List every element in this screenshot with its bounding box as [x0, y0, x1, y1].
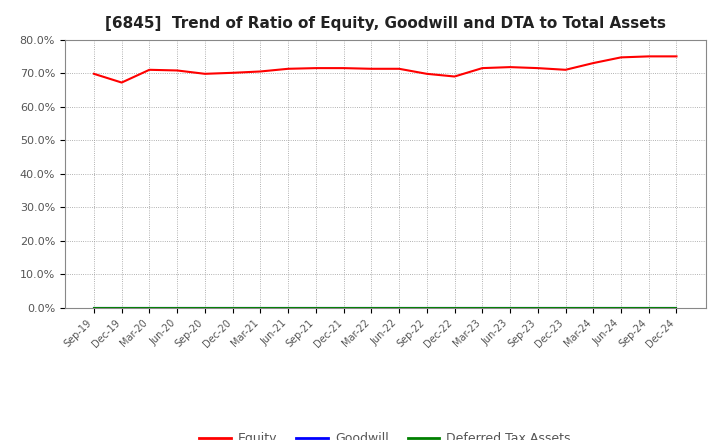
Goodwill	[256, 305, 265, 311]
Deferred Tax Assets	[395, 305, 403, 311]
Goodwill	[616, 305, 625, 311]
Equity	[423, 71, 431, 77]
Goodwill	[450, 305, 459, 311]
Goodwill	[478, 305, 487, 311]
Equity	[228, 70, 237, 75]
Equity	[561, 67, 570, 73]
Goodwill	[644, 305, 653, 311]
Deferred Tax Assets	[89, 305, 98, 311]
Equity	[256, 69, 265, 74]
Equity	[367, 66, 376, 71]
Equity	[478, 66, 487, 71]
Deferred Tax Assets	[173, 305, 181, 311]
Equity	[89, 71, 98, 77]
Goodwill	[228, 305, 237, 311]
Deferred Tax Assets	[672, 305, 681, 311]
Equity	[145, 67, 154, 73]
Deferred Tax Assets	[450, 305, 459, 311]
Deferred Tax Assets	[644, 305, 653, 311]
Equity	[339, 66, 348, 71]
Deferred Tax Assets	[201, 305, 210, 311]
Goodwill	[672, 305, 681, 311]
Title: [6845]  Trend of Ratio of Equity, Goodwill and DTA to Total Assets: [6845] Trend of Ratio of Equity, Goodwil…	[104, 16, 666, 32]
Goodwill	[505, 305, 514, 311]
Deferred Tax Assets	[256, 305, 265, 311]
Equity	[395, 66, 403, 71]
Deferred Tax Assets	[145, 305, 154, 311]
Goodwill	[339, 305, 348, 311]
Goodwill	[173, 305, 181, 311]
Deferred Tax Assets	[423, 305, 431, 311]
Equity	[589, 60, 598, 66]
Deferred Tax Assets	[312, 305, 320, 311]
Goodwill	[89, 305, 98, 311]
Goodwill	[423, 305, 431, 311]
Equity	[672, 54, 681, 59]
Deferred Tax Assets	[616, 305, 625, 311]
Deferred Tax Assets	[367, 305, 376, 311]
Deferred Tax Assets	[589, 305, 598, 311]
Equity	[450, 74, 459, 79]
Deferred Tax Assets	[505, 305, 514, 311]
Equity	[505, 65, 514, 70]
Deferred Tax Assets	[339, 305, 348, 311]
Equity	[284, 66, 292, 71]
Deferred Tax Assets	[478, 305, 487, 311]
Deferred Tax Assets	[228, 305, 237, 311]
Goodwill	[117, 305, 126, 311]
Goodwill	[367, 305, 376, 311]
Goodwill	[589, 305, 598, 311]
Legend: Equity, Goodwill, Deferred Tax Assets: Equity, Goodwill, Deferred Tax Assets	[194, 427, 576, 440]
Equity	[644, 54, 653, 59]
Line: Equity: Equity	[94, 56, 677, 83]
Equity	[312, 66, 320, 71]
Equity	[201, 71, 210, 77]
Goodwill	[534, 305, 542, 311]
Equity	[173, 68, 181, 73]
Deferred Tax Assets	[117, 305, 126, 311]
Goodwill	[145, 305, 154, 311]
Deferred Tax Assets	[561, 305, 570, 311]
Goodwill	[561, 305, 570, 311]
Equity	[616, 55, 625, 60]
Goodwill	[284, 305, 292, 311]
Equity	[534, 66, 542, 71]
Goodwill	[395, 305, 403, 311]
Goodwill	[312, 305, 320, 311]
Deferred Tax Assets	[284, 305, 292, 311]
Goodwill	[201, 305, 210, 311]
Equity	[117, 80, 126, 85]
Deferred Tax Assets	[534, 305, 542, 311]
